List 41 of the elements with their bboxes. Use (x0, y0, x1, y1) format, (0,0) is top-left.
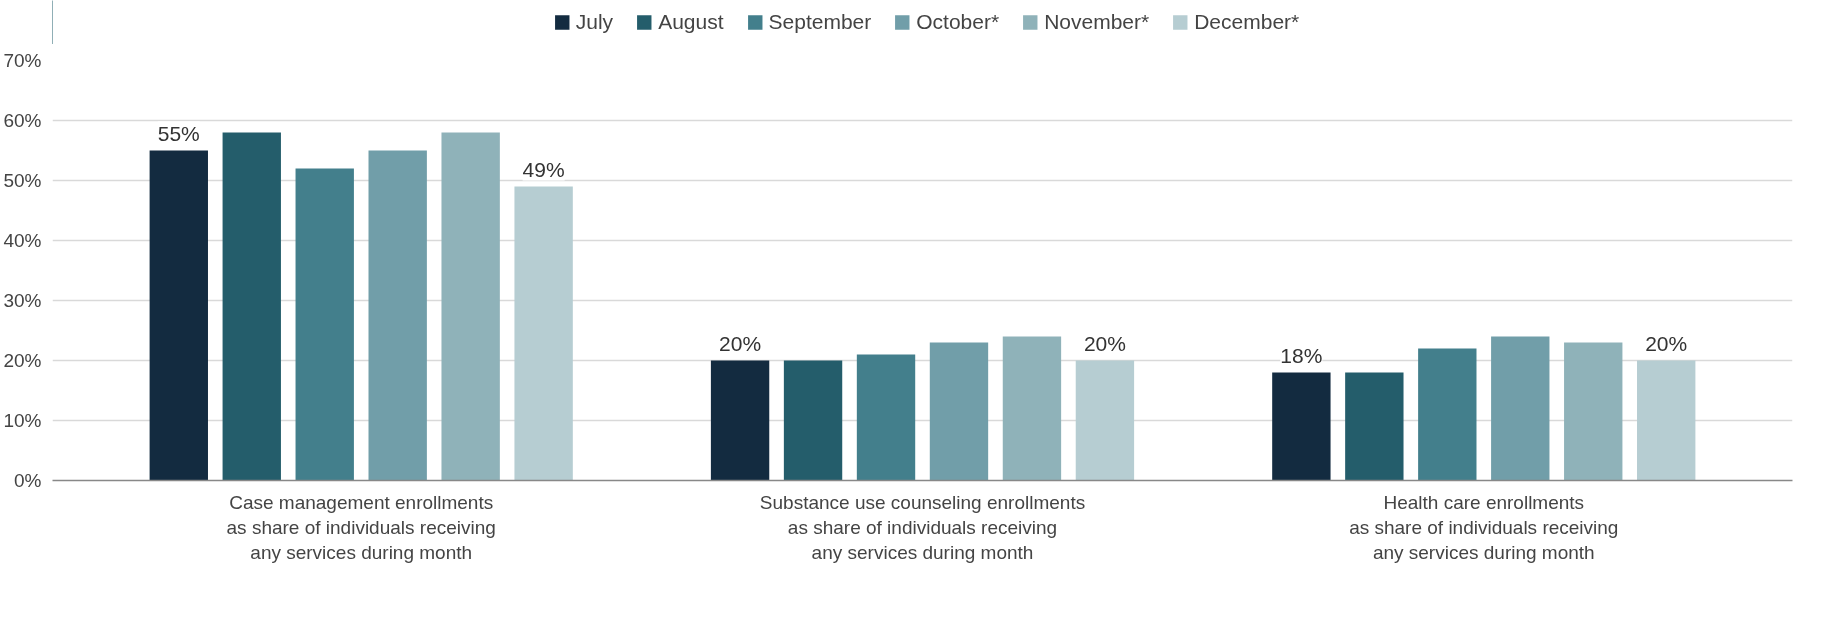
bar (514, 186, 573, 481)
y-tick-label: 70% (3, 50, 42, 71)
y-tick-label: 50% (3, 170, 42, 191)
bar (1564, 342, 1623, 481)
data-label: 20% (719, 331, 762, 355)
legend-label: December* (1194, 10, 1300, 34)
data-label: 18% (1280, 343, 1323, 367)
y-tick-label: 10% (3, 410, 42, 431)
bar (441, 132, 500, 481)
bar (710, 360, 770, 481)
y-tick-label: 60% (3, 110, 42, 131)
legend-label: October* (916, 10, 1000, 34)
bar (1345, 372, 1404, 481)
data-label: 20% (1645, 331, 1688, 355)
y-tick-label: 20% (3, 350, 42, 371)
bar (783, 360, 843, 481)
x-tick-label: Case management enrollments as share of individuals receiving any services during month (226, 491, 496, 563)
legend-label: September (768, 10, 872, 34)
bar (222, 132, 281, 481)
bar (1272, 372, 1331, 481)
bar (856, 354, 916, 481)
data-label: 55% (157, 121, 200, 145)
bar (295, 168, 354, 481)
bar (149, 150, 208, 481)
y-tick-label: 0% (14, 470, 42, 491)
legend-label: November* (1044, 10, 1150, 34)
y-tick-label: 40% (3, 230, 42, 251)
bar (929, 342, 989, 481)
y-tick-label: 30% (3, 290, 42, 311)
bar (1637, 360, 1696, 481)
legend-label: July (575, 10, 614, 34)
bar (1002, 336, 1062, 481)
legend-label: August (658, 10, 724, 34)
bar (368, 150, 427, 481)
bar (1418, 348, 1477, 481)
bar (1491, 336, 1550, 481)
x-tick-label: Substance use counseling enrollments as share of individuals receiving any services during month (759, 491, 1086, 563)
x-tick-label: Health care enrollments as share of individuals receiving any services during month (1349, 491, 1619, 563)
data-label: 49% (522, 157, 565, 181)
data-label: 20% (1083, 331, 1126, 355)
bar (1075, 360, 1135, 481)
